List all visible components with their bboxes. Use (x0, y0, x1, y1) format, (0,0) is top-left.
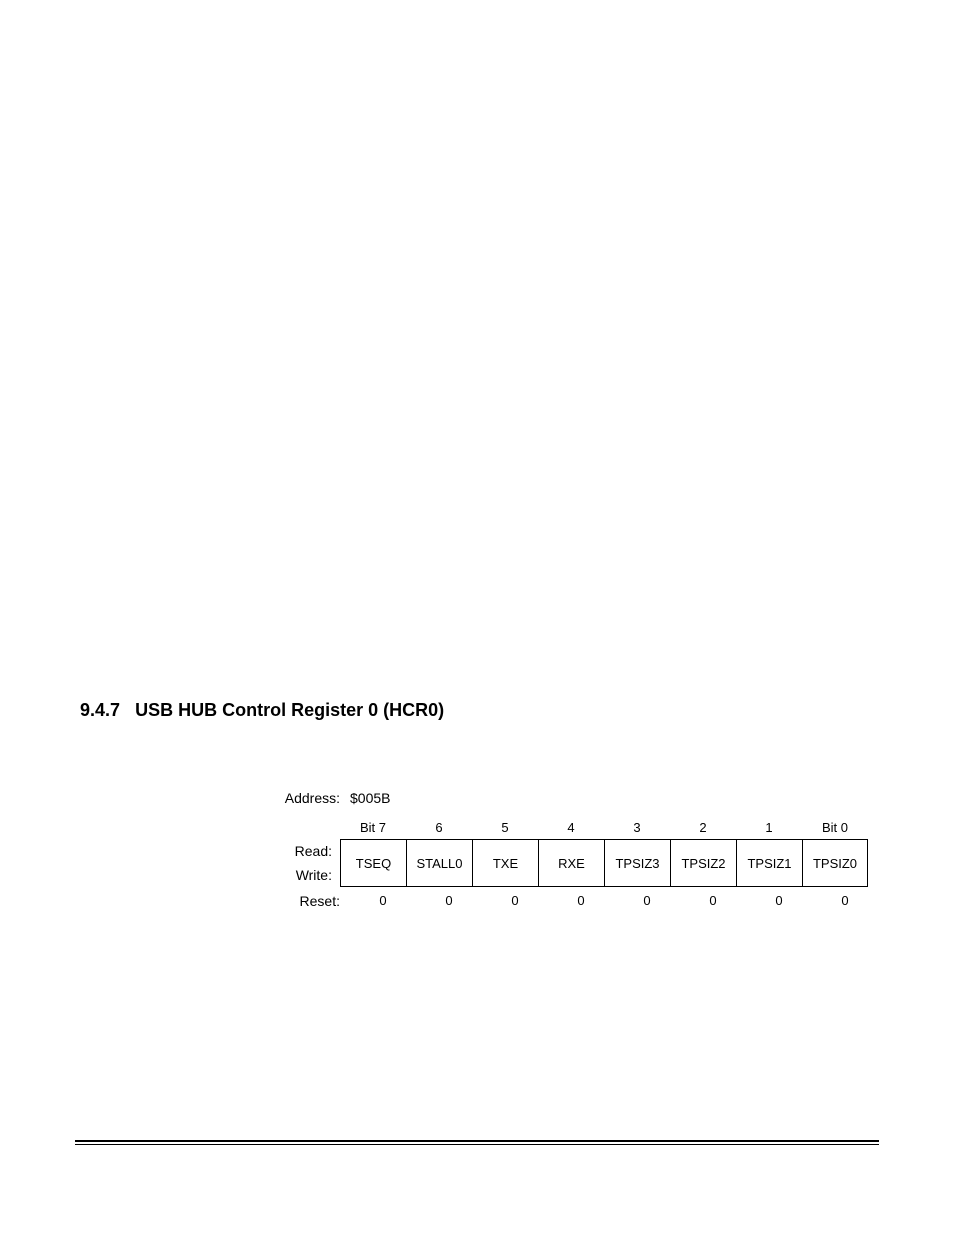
section-number: 9.4.7 (80, 700, 120, 720)
register-field-cell: TSEQ (340, 839, 406, 887)
section-heading: 9.4.7 USB HUB Control Register 0 (HCR0) (80, 700, 444, 721)
reset-value: 0 (746, 893, 812, 909)
bit-header: 4 (538, 820, 604, 839)
bit-header: 3 (604, 820, 670, 839)
register-field-cell: RXE (538, 839, 604, 887)
bit-header: Bit 7 (340, 820, 406, 839)
write-label: Write: (270, 864, 340, 886)
reset-label: Reset: (270, 893, 350, 909)
register-diagram: Address: $005B Bit 7 6 5 4 3 2 1 Bit 0 R… (270, 790, 880, 909)
reset-value: 0 (680, 893, 746, 909)
register-field-cell: STALL0 (406, 839, 472, 887)
footer-rule (75, 1140, 879, 1145)
reset-value: 0 (614, 893, 680, 909)
register-field-cell: TPSIZ1 (736, 839, 802, 887)
reset-value: 0 (482, 893, 548, 909)
reset-value: 0 (416, 893, 482, 909)
register-field-cell: TXE (472, 839, 538, 887)
address-value: $005B (350, 790, 390, 806)
register-fields-row: Read: Write: TSEQ STALL0 TXE RXE TPSIZ3 … (270, 839, 880, 887)
address-row: Address: $005B (270, 790, 880, 806)
bit-header: 5 (472, 820, 538, 839)
reset-row: Reset: 0 0 0 0 0 0 0 0 (270, 893, 880, 909)
reset-value: 0 (350, 893, 416, 909)
reset-value: 0 (548, 893, 614, 909)
address-label: Address: (270, 790, 350, 806)
bit-header: Bit 0 (802, 820, 868, 839)
bit-header: 1 (736, 820, 802, 839)
register-field-cell: TPSIZ2 (670, 839, 736, 887)
register-field-cell: TPSIZ0 (802, 839, 868, 887)
reset-value: 0 (812, 893, 878, 909)
register-field-cell: TPSIZ3 (604, 839, 670, 887)
bit-header: 2 (670, 820, 736, 839)
bit-header: 6 (406, 820, 472, 839)
section-title: USB HUB Control Register 0 (HCR0) (135, 700, 444, 720)
bit-header-row: Bit 7 6 5 4 3 2 1 Bit 0 (340, 820, 880, 839)
read-write-labels: Read: Write: (270, 839, 340, 887)
read-label: Read: (270, 840, 340, 862)
